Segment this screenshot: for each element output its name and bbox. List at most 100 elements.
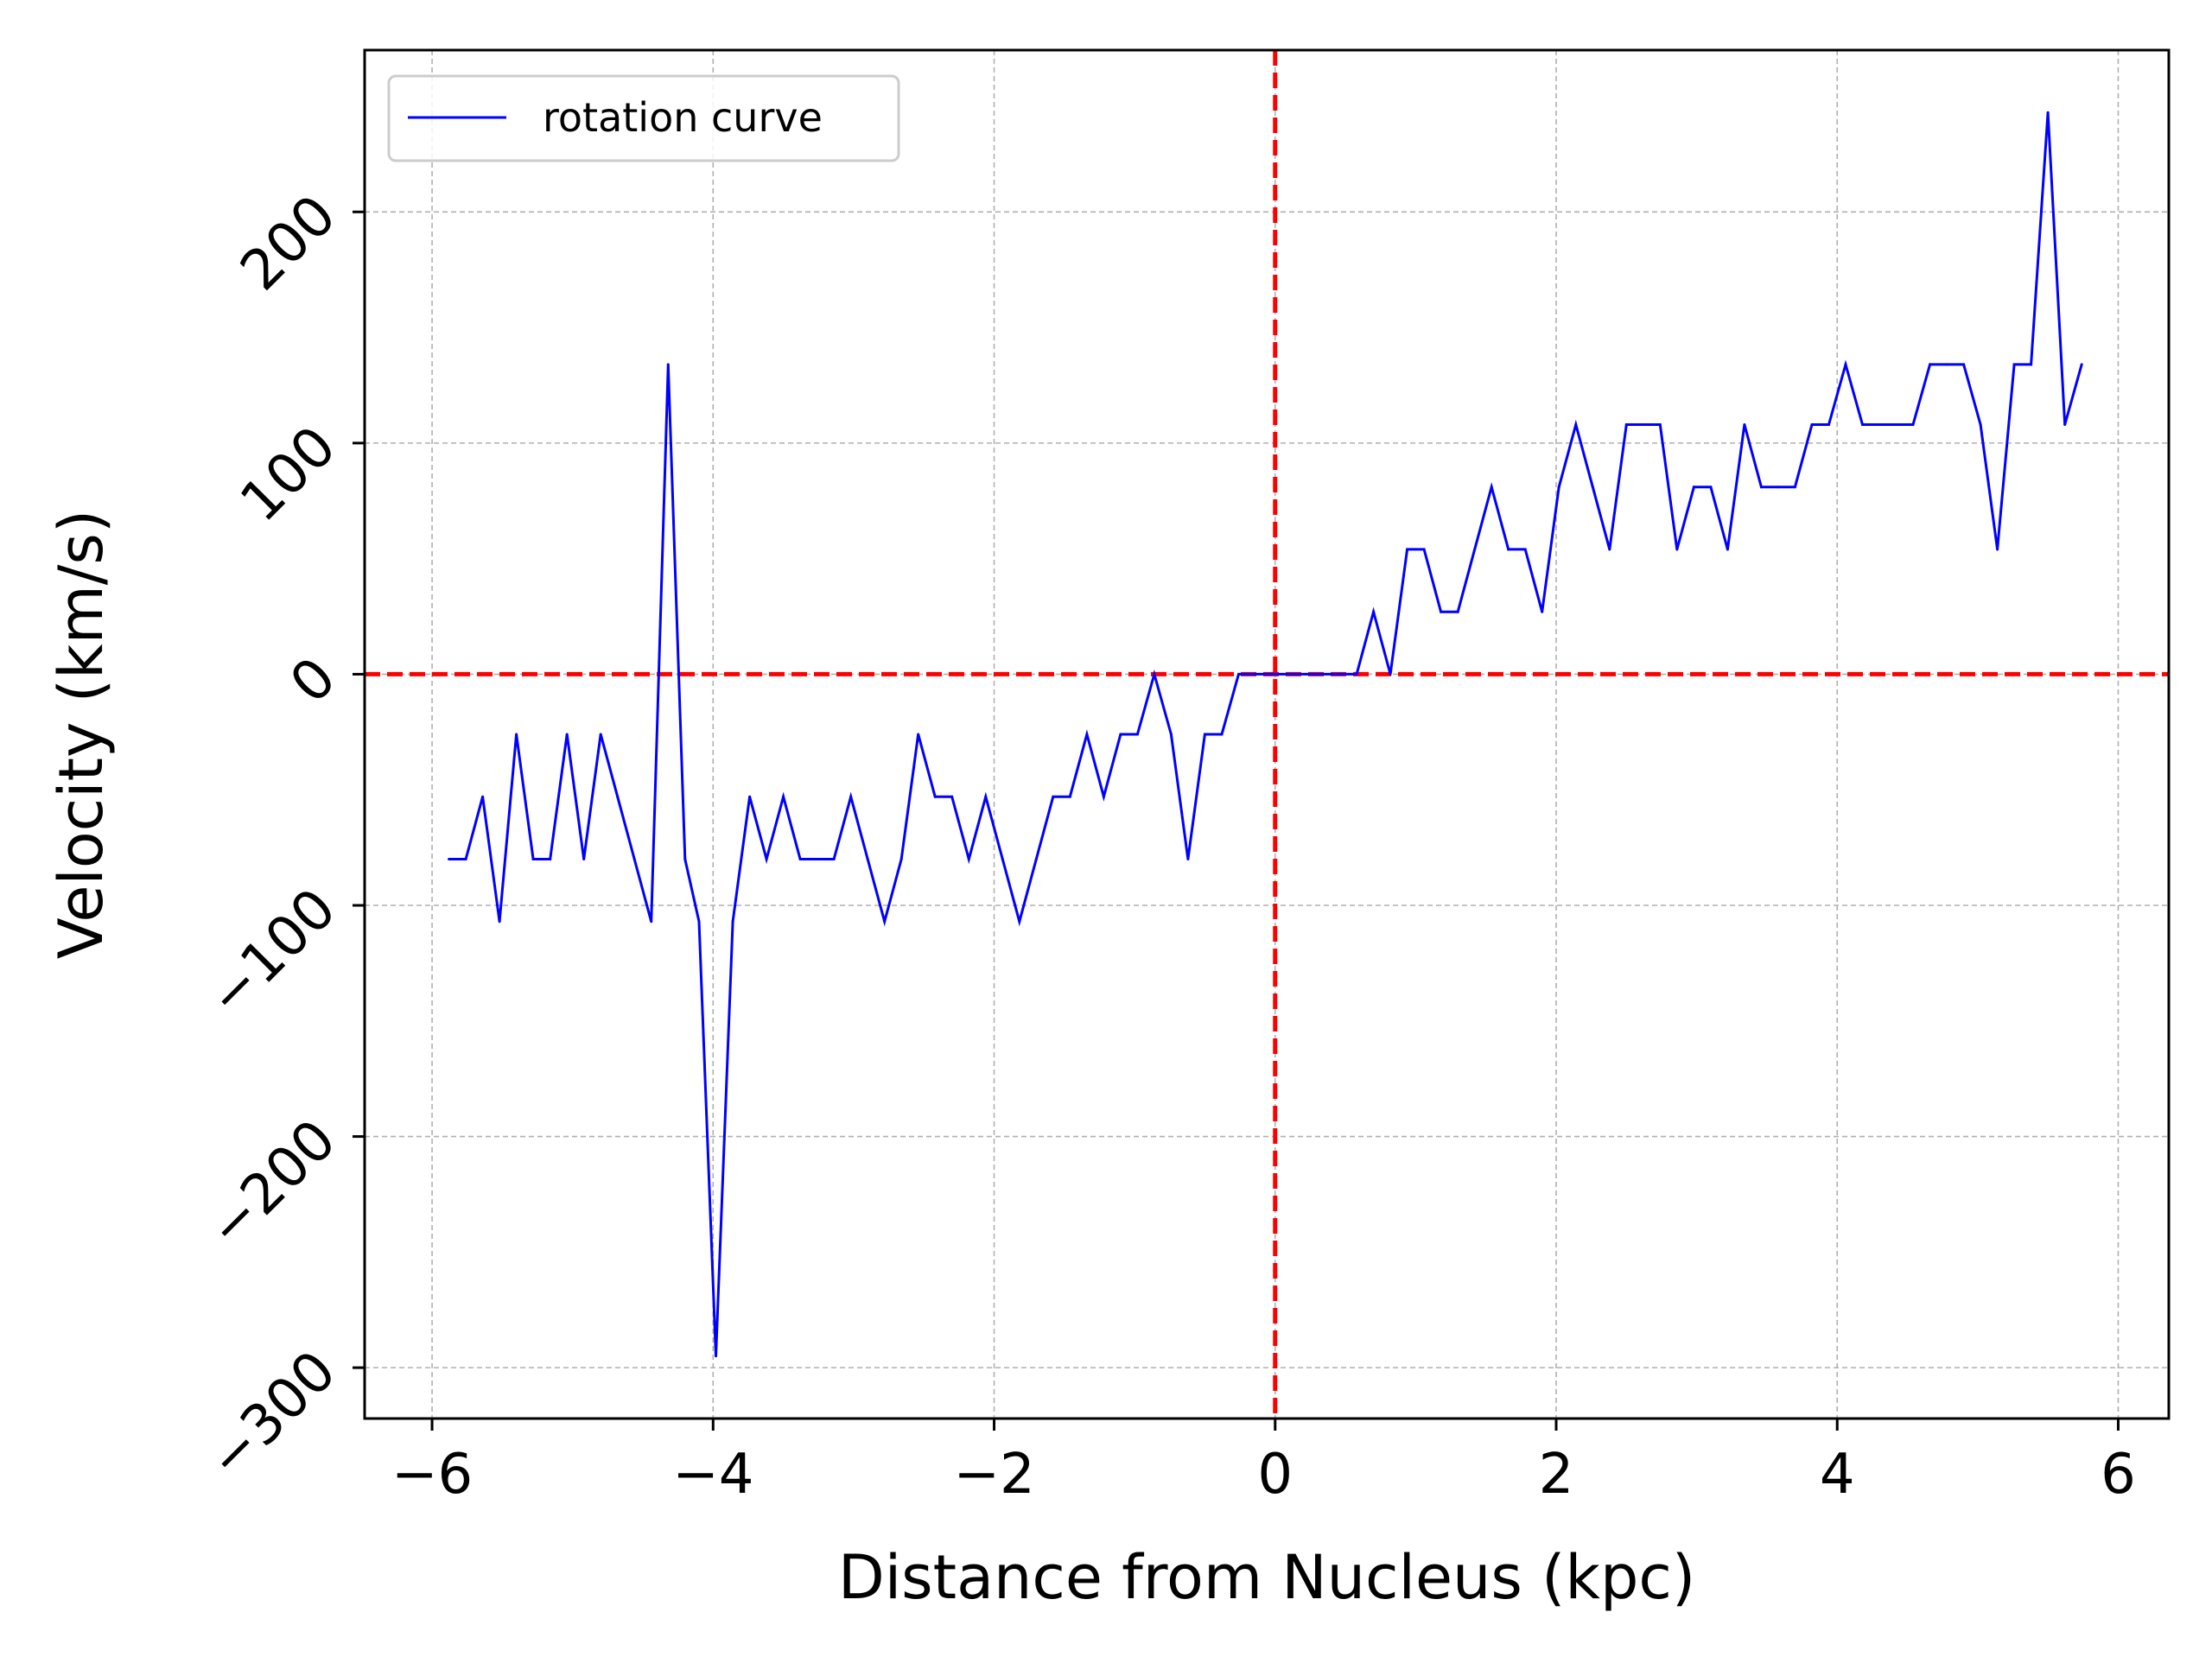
data-point [1777,486,1780,489]
data-point [2080,363,2083,366]
data-point [1456,610,1459,613]
data-point [1591,486,1594,489]
y-tick-label: 200 [229,183,349,303]
data-point [1490,486,1493,489]
data-point [1675,548,1679,551]
data-point [1793,486,1796,489]
data-point [565,733,569,736]
data-point [883,920,887,924]
data-point [832,857,836,860]
data-point [950,795,954,798]
plot-frame [363,48,2171,1420]
data-point [1236,672,1240,676]
x-tick-label: −4 [672,1443,753,1507]
data-point [1254,672,1257,676]
data-point [464,857,467,860]
data-point [1406,548,1409,551]
data-point [1001,857,1004,860]
x-tick-label: −2 [953,1443,1034,1507]
data-point [984,795,988,798]
data-point [1389,672,1392,676]
data-point [1355,672,1358,676]
data-point [599,733,602,736]
data-point [798,857,802,860]
data-point [1726,548,1729,551]
data-point [632,857,636,860]
data-point [549,857,552,860]
data-point [2012,363,2016,366]
data-point [1810,422,1814,426]
y-tick-label: −200 [196,1108,349,1261]
data-point [616,795,620,798]
x-tick-label: −6 [391,1443,473,1507]
data-point [917,733,920,736]
data-point [1692,486,1695,489]
data-point [849,795,853,798]
y-tick-label: 0 [278,645,348,715]
series-layer [448,111,2083,1358]
data-point [1844,363,1847,366]
grid-lines [365,50,2169,1419]
data-point [967,857,970,860]
data-point [715,1355,718,1358]
data-point [866,857,869,860]
data-point [899,857,903,860]
data-point [498,920,501,924]
data-point [1153,672,1156,676]
y-tick-label: −300 [196,1339,349,1492]
data-point [1034,857,1038,860]
data-point [1119,733,1122,736]
data-point [1321,672,1325,676]
data-point [782,795,785,798]
legend: rotation curve [387,74,900,162]
axis-ticks: −6 −4 −2 0 2 4 6 −300 −200 −100 0 100 200 [196,183,2136,1507]
data-point [1709,486,1713,489]
data-point [1203,733,1206,736]
data-point [531,857,535,860]
data-point [731,920,734,924]
data-point [1624,422,1628,426]
data-point [481,795,485,798]
data-point [2030,363,2033,366]
data-point [1338,672,1342,676]
data-point [1271,672,1274,676]
data-point [1473,548,1477,551]
data-point [1018,920,1021,924]
reference-lines [365,50,2169,1419]
data-point [1895,422,1898,426]
data-point [1574,422,1578,426]
data-point [448,857,451,860]
data-point [1962,363,1966,366]
data-point [2046,111,2050,114]
data-point [1305,672,1308,676]
data-point [1608,548,1611,551]
data-point [515,733,518,736]
data-point [697,920,701,924]
data-point [1372,610,1376,613]
data-point [1827,422,1830,426]
data-point [1860,422,1864,426]
data-point [683,857,687,860]
data-point [1929,363,1932,366]
y-axis-label: Velocity (km/s) [46,510,117,959]
y-tick-label: 100 [229,415,349,535]
data-point [1759,486,1763,489]
data-point [1878,422,1881,426]
legend-label-rotation-curve: rotation curve [543,94,823,141]
data-point [1642,422,1645,426]
data-point [1052,795,1055,798]
data-point [933,795,937,798]
x-axis-label: Distance from Nucleus (kpc) [838,1542,1695,1613]
data-point [1135,733,1139,736]
data-point [582,857,586,860]
data-point [666,363,670,366]
y-tick-label: −100 [196,877,349,1030]
data-point [1068,795,1071,798]
data-point [1523,548,1527,551]
data-point [1287,672,1291,676]
x-tick-label: 2 [1539,1443,1574,1507]
series-line-rotation-curve [448,112,2083,1356]
x-tick-label: 4 [1820,1443,1855,1507]
